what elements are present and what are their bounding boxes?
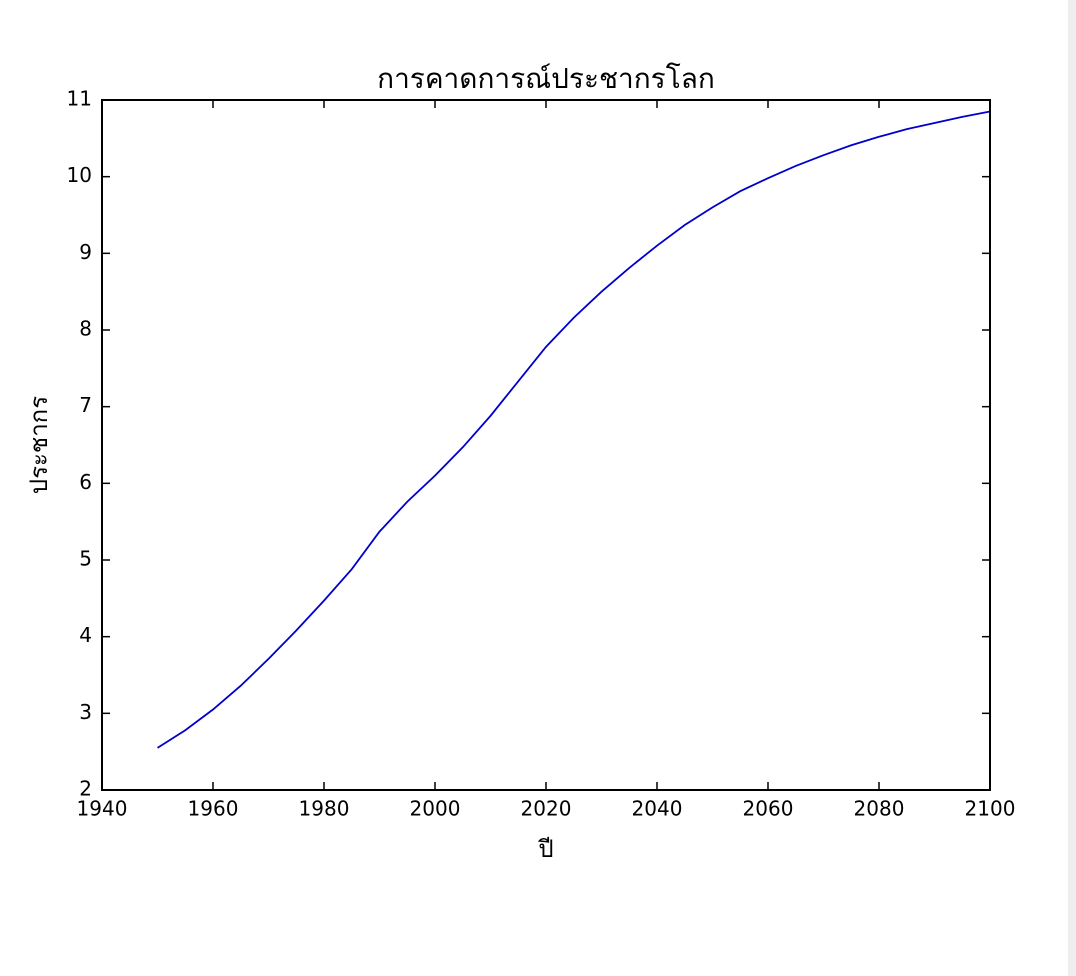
x-tick-label: 2040 bbox=[632, 797, 683, 821]
y-axis-label: ประชากร bbox=[25, 396, 53, 494]
plot-frame bbox=[101, 99, 991, 791]
window-edge bbox=[1068, 0, 1076, 976]
y-tick-label: 9 bbox=[79, 240, 92, 264]
line-series bbox=[157, 110, 991, 749]
y-tick-label: 2 bbox=[79, 777, 92, 801]
x-axis-label: ปี bbox=[537, 835, 553, 863]
y-tick-label: 8 bbox=[79, 317, 92, 341]
x-tick-label: 2100 bbox=[965, 797, 1016, 821]
x-tick-label: 1980 bbox=[299, 797, 350, 821]
x-tick-label: 2080 bbox=[854, 797, 905, 821]
chart-title: การคาดการณ์ประชากรโลก bbox=[377, 62, 715, 95]
y-tick-label: 4 bbox=[79, 623, 92, 647]
x-tick-label: 2060 bbox=[743, 797, 794, 821]
x-tick-label: 1960 bbox=[188, 797, 239, 821]
x-tick-label: 2000 bbox=[410, 797, 461, 821]
y-tick-label: 6 bbox=[79, 470, 92, 494]
y-tick-label: 11 bbox=[67, 87, 92, 111]
y-tick-label: 10 bbox=[67, 163, 92, 187]
y-tick-label: 5 bbox=[79, 547, 92, 571]
y-tick-label: 3 bbox=[79, 700, 92, 724]
x-tick-label: 1940 bbox=[77, 797, 128, 821]
y-tick-label: 7 bbox=[79, 393, 92, 417]
x-tick-label: 2020 bbox=[521, 797, 572, 821]
